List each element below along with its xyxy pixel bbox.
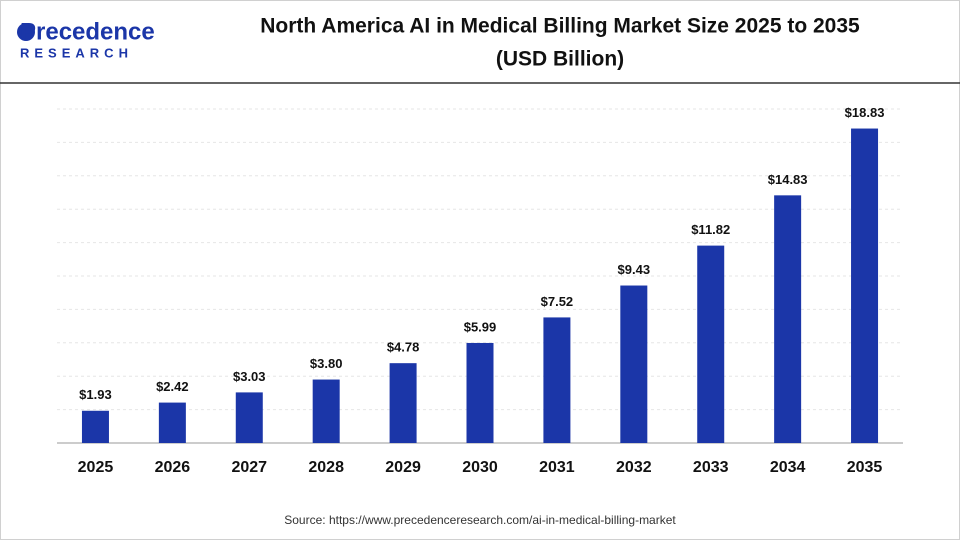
x-tick-label: 2033 — [693, 459, 729, 476]
bar — [697, 245, 725, 443]
x-tick-label: 2025 — [78, 459, 114, 476]
value-label: $3.80 — [310, 356, 343, 371]
bar — [312, 379, 340, 443]
bar — [774, 195, 802, 443]
x-tick-label: 2031 — [539, 459, 575, 476]
logo-tagline: RESEARCH — [20, 45, 133, 60]
bar — [235, 392, 263, 443]
bar — [466, 342, 494, 443]
chart-subtitle: (USD Billion) — [496, 48, 624, 71]
value-label: $7.52 — [541, 294, 574, 309]
x-tick-label: 2032 — [616, 459, 652, 476]
value-label: $14.83 — [768, 172, 808, 187]
value-label: $2.42 — [156, 379, 189, 394]
bar — [543, 317, 571, 443]
source: Source: https://www.precedenceresearch.c… — [284, 513, 676, 527]
bar — [620, 285, 648, 443]
value-label: $1.93 — [79, 387, 112, 402]
x-tick-label: 2026 — [155, 459, 191, 476]
x-tick-label: 2029 — [385, 459, 421, 476]
x-tick-label: 2034 — [770, 459, 806, 476]
chart-title: North America AI in Medical Billing Mark… — [260, 15, 860, 38]
x-tick-label: 2030 — [462, 459, 498, 476]
value-label: $18.83 — [845, 105, 885, 120]
bar — [389, 363, 417, 443]
x-tick-label: 2028 — [308, 459, 344, 476]
value-label: $11.82 — [691, 222, 730, 237]
x-tick-label: 2027 — [231, 459, 267, 476]
logo-icon — [17, 23, 35, 41]
bar — [851, 128, 879, 443]
bar — [158, 402, 186, 443]
logo-name: Precedence — [20, 18, 155, 45]
x-tick-label: 2035 — [847, 459, 883, 476]
bar — [81, 410, 109, 443]
value-label: $4.78 — [387, 340, 420, 355]
value-label: $5.99 — [464, 319, 497, 334]
value-label: $3.03 — [233, 369, 266, 384]
value-label: $9.43 — [618, 262, 651, 277]
